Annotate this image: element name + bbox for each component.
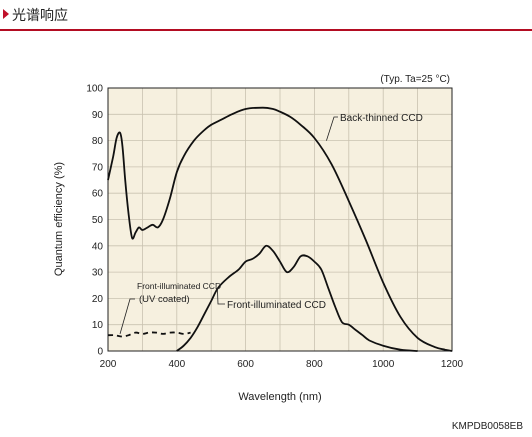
document-code: KMPDB0058EB <box>451 421 523 432</box>
series-line-0 <box>107 106 453 352</box>
y-tick-label: 70 <box>92 162 104 173</box>
x-axis-label: Wavelength (nm) <box>238 391 321 403</box>
y-tick-label: 100 <box>86 84 103 95</box>
section-title: 光谱响应 <box>12 8 68 24</box>
series-line-1 <box>176 244 418 352</box>
y-tick-label: 80 <box>92 136 104 147</box>
plot-frame <box>107 87 453 352</box>
x-tick-label: 200 <box>100 359 117 370</box>
section-header: 光谱响应 <box>0 0 532 34</box>
header-divider <box>0 29 532 31</box>
leader-uv-coated <box>119 298 135 335</box>
annotation-uv-coated-line1: Front-illuminated CCD <box>137 281 221 291</box>
leader-front-illuminated <box>216 287 225 305</box>
x-tick-labels: 200 400 600 800 1000 1200 <box>100 359 464 370</box>
y-tick-label: 0 <box>97 347 103 358</box>
y-tick-label: 50 <box>92 215 104 226</box>
y-tick-labels: 0 10 20 30 40 50 60 70 80 90 100 <box>86 84 103 358</box>
y-tick-label: 20 <box>92 294 104 305</box>
x-tick-label: 800 <box>306 359 323 370</box>
leader-back-thinned <box>326 116 338 141</box>
x-tick-label: 1200 <box>441 359 464 370</box>
conditions-label: (Typ. Ta=25 °C) <box>380 74 450 85</box>
y-tick-label: 30 <box>92 268 104 279</box>
annotation-front-illuminated: Front-illuminated CCD <box>227 300 326 311</box>
y-tick-label: 40 <box>92 241 104 252</box>
annotation-leaders <box>119 116 338 335</box>
annotation-uv-coated-line2: (UV coated) <box>139 294 190 305</box>
x-tick-label: 600 <box>237 359 254 370</box>
x-tick-label: 1000 <box>372 359 395 370</box>
y-tick-label: 60 <box>92 189 104 200</box>
series-lines <box>107 106 453 352</box>
series-line-2 <box>107 331 191 338</box>
x-tick-label: 400 <box>168 359 185 370</box>
section-marker-icon <box>3 9 9 19</box>
y-tick-label: 10 <box>92 320 104 331</box>
annotation-back-thinned: Back-thinned CCD <box>340 113 423 124</box>
y-tick-label: 90 <box>92 110 104 121</box>
grid <box>108 88 452 351</box>
y-axis-label: Quantum efficiency (%) <box>53 162 65 276</box>
